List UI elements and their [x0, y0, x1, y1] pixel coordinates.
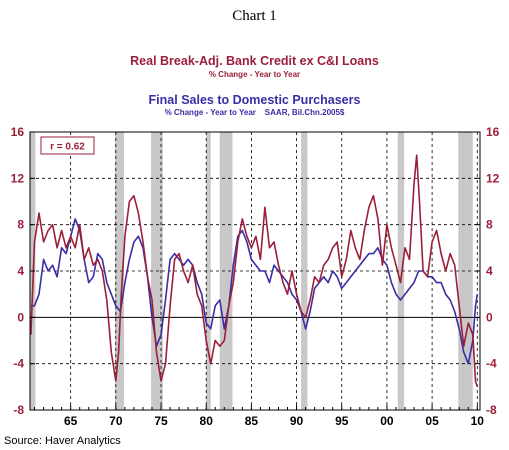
source-note: Source: Haver Analytics [4, 435, 121, 447]
y-tick-label-right: 12 [486, 171, 500, 185]
y-tick-label-left: 16 [11, 125, 25, 139]
correlation-label: r = 0.62 [50, 142, 85, 153]
y-tick-label-right: 0 [486, 310, 493, 324]
y-tick-label-left: 8 [17, 218, 24, 232]
recession-band [206, 132, 211, 410]
chart-number: Chart 1 [232, 8, 277, 24]
y-tick-label-right: 4 [486, 264, 493, 278]
x-tick-label: 95 [335, 414, 349, 428]
x-tick-label: 00 [380, 414, 394, 428]
x-tick-label: 90 [290, 414, 304, 428]
tick-marks [30, 131, 480, 411]
y-tick-label-left: -4 [13, 357, 24, 371]
y-tick-label-right: 16 [486, 125, 500, 139]
credit-series-subtitle: % Change - Year to Year [208, 70, 301, 79]
recession-band [219, 132, 233, 410]
x-tick-label: 65 [64, 414, 78, 428]
sales-series-title: Final Sales to Domestic Purchasers [148, 93, 361, 107]
sales-series-line [30, 218, 479, 365]
series-lines [30, 154, 479, 388]
gridlines [30, 132, 480, 410]
y-tick-label-right: 8 [486, 218, 493, 232]
x-tick-label: 80 [200, 414, 214, 428]
y-axis-right: -8 -4 0 4 8 12 16 [486, 125, 500, 417]
x-axis: 65 70 75 80 85 90 95 00 05 10 [64, 414, 484, 428]
recession-band [301, 132, 308, 410]
y-tick-label-left: 4 [17, 264, 24, 278]
y-tick-label-left: 0 [17, 310, 24, 324]
x-tick-label: 70 [109, 414, 123, 428]
y-tick-label-right: -8 [486, 403, 497, 417]
x-tick-label: 05 [425, 414, 439, 428]
correlation-annotation: r = 0.62 [40, 136, 95, 155]
y-tick-label-left: 12 [11, 171, 25, 185]
x-tick-label: 75 [154, 414, 168, 428]
y-axis-left: -8 -4 0 4 8 12 16 [11, 125, 25, 417]
credit-series-title: Real Break-Adj. Bank Credit ex C&I Loans [130, 54, 379, 68]
x-tick-label: 85 [245, 414, 259, 428]
recession-band [114, 132, 124, 410]
x-tick-label: 10 [471, 414, 485, 428]
credit-series-line [30, 154, 479, 388]
y-tick-label-left: -8 [13, 403, 24, 417]
sales-series-subtitle: % Change - Year to Year SAAR, Bil.Chn.20… [164, 108, 345, 117]
recession-band [397, 132, 405, 410]
y-tick-label-right: -4 [486, 357, 497, 371]
